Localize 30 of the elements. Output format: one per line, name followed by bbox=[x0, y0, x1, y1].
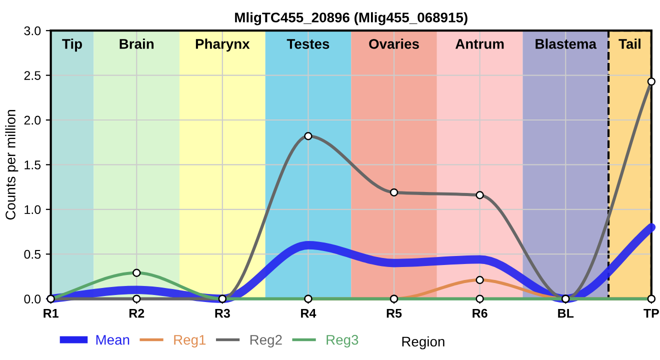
legend-label: Mean bbox=[96, 335, 130, 345]
band-label: Ovaries bbox=[369, 38, 419, 49]
chart-title: MligTC455_20896 (Mlig455_068915) bbox=[235, 12, 468, 26]
x-tick-label: R2 bbox=[129, 308, 144, 318]
x-axis-title: Region bbox=[402, 336, 444, 350]
legend-label: Reg3 bbox=[326, 334, 358, 348]
band-label: Blastema bbox=[536, 38, 597, 49]
legend-label: Reg2 bbox=[250, 334, 282, 348]
x-tick-label: R1 bbox=[44, 308, 58, 318]
y-tick-label: 0.0 bbox=[24, 294, 41, 304]
x-tick-label: R5 bbox=[386, 308, 402, 318]
y-tick-label: 3.0 bbox=[24, 26, 41, 36]
y-tick-label: 1.5 bbox=[24, 160, 41, 170]
y-tick-label: 1.0 bbox=[24, 205, 41, 214]
x-tick-label: R6 bbox=[472, 308, 488, 318]
band-label: Antrum bbox=[455, 39, 504, 49]
band-label: Pharynx bbox=[196, 38, 250, 52]
band-label: Tip bbox=[62, 38, 82, 52]
y-tick-label: 0.5 bbox=[24, 250, 41, 259]
band-label: Tail bbox=[618, 38, 640, 49]
x-tick-label: TP bbox=[644, 308, 659, 318]
band-label: Testes bbox=[286, 39, 330, 49]
y-axis-title: Counts per million bbox=[5, 110, 18, 220]
y-tick-label: 2.0 bbox=[24, 116, 41, 125]
x-tick-label: R3 bbox=[215, 308, 230, 318]
x-tick-label: R4 bbox=[301, 308, 316, 318]
legend-label: Reg1 bbox=[174, 335, 206, 348]
band-label: Brain bbox=[120, 38, 154, 49]
x-tick-label: BL bbox=[558, 308, 574, 318]
y-tick-label: 2.5 bbox=[24, 71, 41, 80]
